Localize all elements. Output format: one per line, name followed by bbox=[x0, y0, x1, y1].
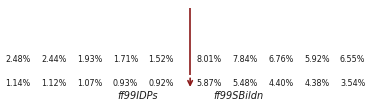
Text: 1.12%: 1.12% bbox=[41, 79, 67, 88]
Text: 2.48%: 2.48% bbox=[5, 55, 31, 64]
Text: 1.71%: 1.71% bbox=[113, 55, 138, 64]
Text: 4.38%: 4.38% bbox=[304, 79, 329, 88]
Text: 7.84%: 7.84% bbox=[232, 55, 258, 64]
Text: 2.44%: 2.44% bbox=[41, 55, 67, 64]
Text: 0.93%: 0.93% bbox=[113, 79, 138, 88]
Text: 1.52%: 1.52% bbox=[149, 55, 174, 64]
Text: 4.40%: 4.40% bbox=[268, 79, 293, 88]
Text: 8.01%: 8.01% bbox=[197, 55, 222, 64]
Text: 6.76%: 6.76% bbox=[268, 55, 294, 64]
Text: ff99SBildn: ff99SBildn bbox=[214, 91, 264, 101]
Text: 6.55%: 6.55% bbox=[340, 55, 366, 64]
Text: 5.92%: 5.92% bbox=[304, 55, 330, 64]
Text: 1.14%: 1.14% bbox=[5, 79, 30, 88]
Text: 5.48%: 5.48% bbox=[232, 79, 258, 88]
Text: 3.54%: 3.54% bbox=[340, 79, 366, 88]
Text: 1.93%: 1.93% bbox=[77, 55, 102, 64]
Text: 1.07%: 1.07% bbox=[77, 79, 102, 88]
Text: ff99IDPs: ff99IDPs bbox=[117, 91, 158, 101]
Text: 5.87%: 5.87% bbox=[196, 79, 222, 88]
Text: 0.92%: 0.92% bbox=[149, 79, 174, 88]
